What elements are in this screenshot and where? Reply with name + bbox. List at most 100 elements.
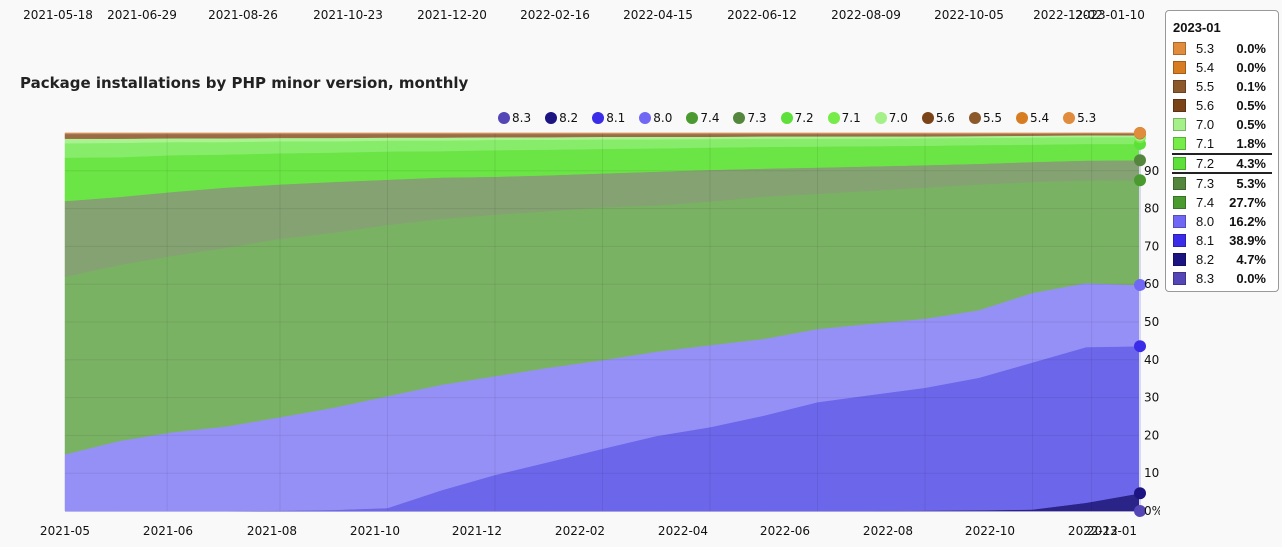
legend-item-8-1[interactable]: 8.1	[592, 110, 625, 126]
y-axis-tick: 0%	[1144, 504, 1160, 518]
legend-item-7-2[interactable]: 7.2	[780, 110, 814, 126]
hover-point-8-2	[1134, 487, 1146, 500]
tooltip-version: 7.3	[1196, 176, 1215, 191]
legend-dot-icon	[545, 112, 558, 124]
y-axis-tick: 30%	[1144, 391, 1160, 405]
legend-item-7-0[interactable]: 7.0	[874, 110, 908, 126]
tooltip-row-7-0: 7.0 0.5%	[1166, 115, 1278, 134]
tooltip-version: 5.4	[1196, 60, 1215, 75]
tooltip-row-7-1: 7.1 1.8%	[1166, 134, 1278, 153]
hover-point-7-4	[1134, 174, 1146, 187]
hover-tooltip: 2023-01 5.3 0.0% 5.4 0.0% 5.5 0.1% 5.6 0.5% 7.0 0…	[1165, 10, 1279, 292]
color-swatch-icon	[1173, 215, 1186, 228]
legend-item-5-4[interactable]: 5.4	[1016, 110, 1049, 126]
bottom-axis-tick: 2021-08	[246, 524, 298, 538]
legend-dot-icon	[592, 112, 605, 124]
legend-label: 7.0	[888, 111, 908, 125]
tooltip-row-7-4: 7.4 27.7%	[1166, 193, 1278, 212]
tooltip-row-5-4: 5.4 0.0%	[1166, 58, 1278, 77]
legend-item-5-5[interactable]: 5.5	[968, 110, 1002, 126]
top-axis-tick: 2021-12-20	[417, 8, 487, 22]
legend-item-8-2[interactable]: 8.2	[545, 110, 578, 126]
legend-dot-icon	[874, 112, 887, 124]
legend-dot-icon	[921, 112, 934, 124]
color-swatch-icon	[1173, 99, 1186, 112]
legend-dot-icon	[686, 112, 699, 124]
tooltip-row-5-3: 5.3 0.0%	[1166, 39, 1278, 58]
legend-label: 8.1	[606, 111, 626, 125]
bottom-axis-tick: 2022-08	[862, 524, 914, 538]
tooltip-value: 4.3%	[1236, 156, 1266, 171]
legend-label: 7.4	[700, 111, 720, 125]
tooltip-row-8-2: 8.2 4.7%	[1166, 250, 1278, 269]
legend-dot-icon	[780, 112, 793, 124]
color-swatch-icon	[1173, 234, 1186, 247]
legend-label: 7.3	[747, 111, 767, 125]
bottom-axis-tick: 2021-06	[142, 524, 194, 538]
tooltip-row-5-6: 5.6 0.5%	[1166, 96, 1278, 115]
bottom-month-axis: 2021-05 2021-06 2021-08 2021-10 2021-12 2022-…	[0, 524, 1160, 544]
tooltip-value: 4.7%	[1236, 252, 1266, 267]
tooltip-value: 1.8%	[1236, 136, 1266, 151]
tooltip-value: 38.9%	[1229, 233, 1266, 248]
legend-dot-icon	[968, 112, 981, 124]
bottom-axis-tick: 2022-10	[964, 524, 1016, 538]
legend-label: 8.0	[653, 111, 673, 125]
legend-dot-icon	[827, 112, 840, 124]
y-axis-tick: 10%	[1144, 466, 1160, 480]
stacked-area-chart[interactable]: 0% 10% 20% 30% 40% 50% 60% 70% 80% 90%	[0, 0, 1160, 547]
y-axis-tick: 60%	[1144, 277, 1160, 291]
tooltip-value: 0.1%	[1236, 79, 1266, 94]
tooltip-version: 7.4	[1196, 195, 1215, 210]
tooltip-title: 2023-01	[1173, 20, 1221, 35]
bottom-axis-tick: 2022-04	[657, 524, 709, 538]
tooltip-value: 0.5%	[1236, 117, 1266, 132]
color-swatch-icon	[1173, 80, 1186, 93]
series-legend: 8.3 8.2 8.1 8.0 7.4 7.3 7.2 7.1 7.0 5.6 5.5 5.4 5.3	[498, 110, 1110, 126]
legend-label: 7.1	[841, 111, 861, 125]
color-swatch-icon	[1173, 177, 1186, 190]
legend-item-7-4[interactable]: 7.4	[686, 110, 719, 126]
top-axis-tick: 2023-01-10	[1075, 8, 1145, 22]
bottom-axis-tick: 2021-10	[349, 524, 401, 538]
tooltip-version: 5.3	[1196, 41, 1215, 56]
bottom-axis-tick: 2021-05	[39, 524, 91, 538]
chart-title: Package installations by PHP minor versi…	[20, 74, 469, 92]
legend-item-7-1[interactable]: 7.1	[827, 110, 861, 126]
tooltip-value: 0.5%	[1236, 98, 1266, 113]
top-axis-tick: 2021-05-18	[23, 8, 93, 22]
y-axis-tick: 90%	[1144, 164, 1160, 178]
y-axis-tick: 50%	[1144, 315, 1160, 329]
y-axis-tick: 80%	[1144, 202, 1160, 216]
tooltip-value: 16.2%	[1229, 214, 1266, 229]
legend-item-8-3[interactable]: 8.3	[498, 110, 531, 126]
legend-label: 8.2	[559, 111, 579, 125]
top-axis-tick: 2022-04-15	[623, 8, 693, 22]
tooltip-version: 5.6	[1196, 98, 1215, 113]
top-axis-tick: 2022-08-09	[831, 8, 901, 22]
legend-label: 7.2	[794, 111, 814, 125]
top-axis-tick: 2022-02-16	[520, 8, 590, 22]
hover-point-8-3	[1134, 505, 1146, 517]
tooltip-row-5-5: 5.5 0.1%	[1166, 77, 1278, 96]
tooltip-row-7-2: 7.2 4.3%	[1172, 153, 1272, 174]
tooltip-version: 8.1	[1196, 233, 1215, 248]
legend-label: 5.6	[935, 111, 955, 125]
legend-label: 5.4	[1030, 111, 1050, 125]
top-axis-tick: 2022-06-12	[727, 8, 797, 22]
legend-label: 8.3	[512, 111, 532, 125]
legend-item-5-6[interactable]: 5.6	[921, 110, 955, 126]
color-swatch-icon	[1173, 157, 1186, 170]
tooltip-row-8-3: 8.3 0.0%	[1166, 269, 1278, 288]
tooltip-version: 7.2	[1196, 156, 1215, 171]
color-swatch-icon	[1173, 42, 1186, 55]
tooltip-version: 7.1	[1196, 136, 1215, 151]
legend-item-5-3[interactable]: 5.3	[1063, 110, 1096, 126]
hover-point-7-3	[1134, 154, 1146, 167]
legend-item-8-0[interactable]: 8.0	[639, 110, 672, 126]
color-swatch-icon	[1173, 196, 1186, 209]
hover-point-8-0	[1134, 278, 1146, 291]
legend-item-7-3[interactable]: 7.3	[733, 110, 767, 126]
legend-dot-icon	[639, 112, 652, 124]
tooltip-version: 8.3	[1196, 271, 1215, 286]
